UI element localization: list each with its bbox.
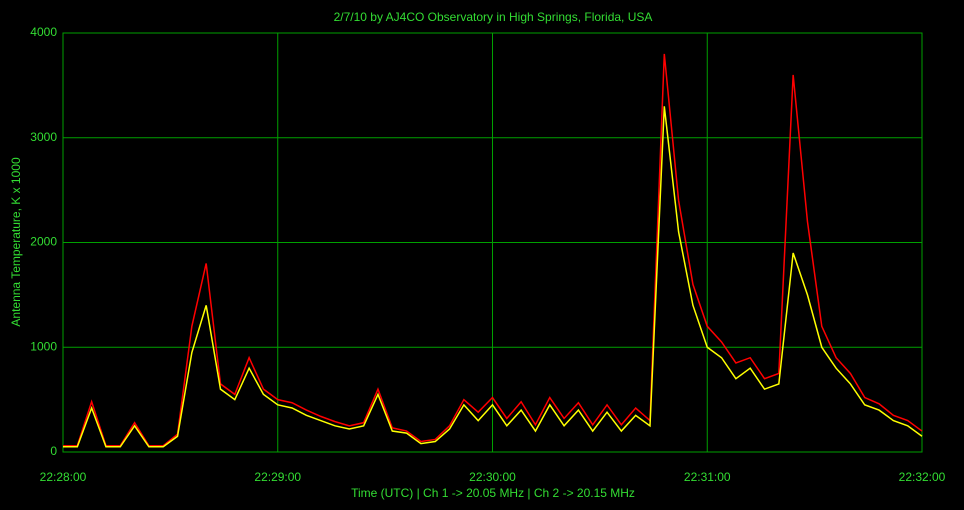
y-tick-label: 2000 [30, 235, 57, 249]
y-tick-label: 0 [50, 444, 57, 458]
x-tick-label: 22:28:00 [40, 470, 87, 484]
series-line [63, 106, 923, 448]
chart-title: 2/7/10 by AJ4CO Observatory in High Spri… [334, 10, 653, 24]
x-tick-label: 22:32:00 [899, 470, 946, 484]
x-tick-label: 22:30:00 [469, 470, 516, 484]
series-line [63, 53, 923, 447]
y-tick-label: 4000 [30, 25, 57, 39]
y-axis-label: Antenna Temperature, K x 1000 [9, 157, 23, 327]
x-tick-label: 22:31:00 [684, 470, 731, 484]
x-tick-label: 22:29:00 [254, 470, 301, 484]
x-axis-label: Time (UTC) | Ch 1 -> 20.05 MHz | Ch 2 ->… [351, 486, 635, 500]
y-tick-label: 1000 [30, 339, 57, 353]
y-tick-label: 3000 [30, 130, 57, 144]
